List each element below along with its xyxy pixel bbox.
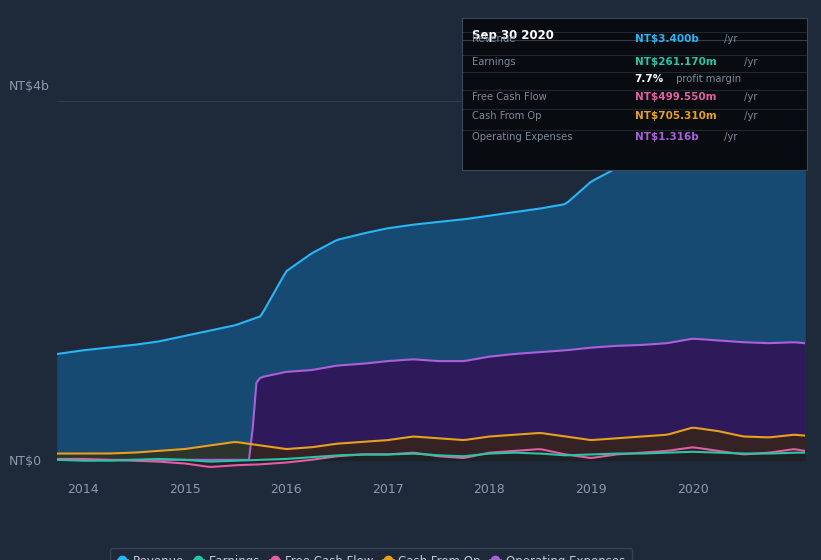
Text: Cash From Op: Cash From Op	[472, 111, 542, 121]
Text: Earnings: Earnings	[472, 57, 516, 67]
Text: NT$261.170m: NT$261.170m	[635, 57, 716, 67]
Text: Operating Expenses: Operating Expenses	[472, 132, 573, 142]
Text: Sep 30 2020: Sep 30 2020	[472, 29, 554, 41]
Text: /yr: /yr	[722, 34, 738, 44]
Text: /yr: /yr	[741, 111, 757, 121]
Text: /yr: /yr	[741, 92, 757, 102]
Text: NT$3.400b: NT$3.400b	[635, 34, 699, 44]
Text: Free Cash Flow: Free Cash Flow	[472, 92, 547, 102]
Text: NT$0: NT$0	[9, 455, 42, 469]
Text: NT$705.310m: NT$705.310m	[635, 111, 716, 121]
Text: profit margin: profit margin	[673, 74, 741, 84]
Text: /yr: /yr	[722, 132, 738, 142]
Text: NT$4b: NT$4b	[9, 80, 50, 94]
Text: NT$1.316b: NT$1.316b	[635, 132, 698, 142]
Text: Revenue: Revenue	[472, 34, 516, 44]
Text: 7.7%: 7.7%	[635, 74, 663, 84]
Legend: Revenue, Earnings, Free Cash Flow, Cash From Op, Operating Expenses: Revenue, Earnings, Free Cash Flow, Cash …	[111, 548, 632, 560]
Text: /yr: /yr	[741, 57, 757, 67]
Text: NT$499.550m: NT$499.550m	[635, 92, 716, 102]
